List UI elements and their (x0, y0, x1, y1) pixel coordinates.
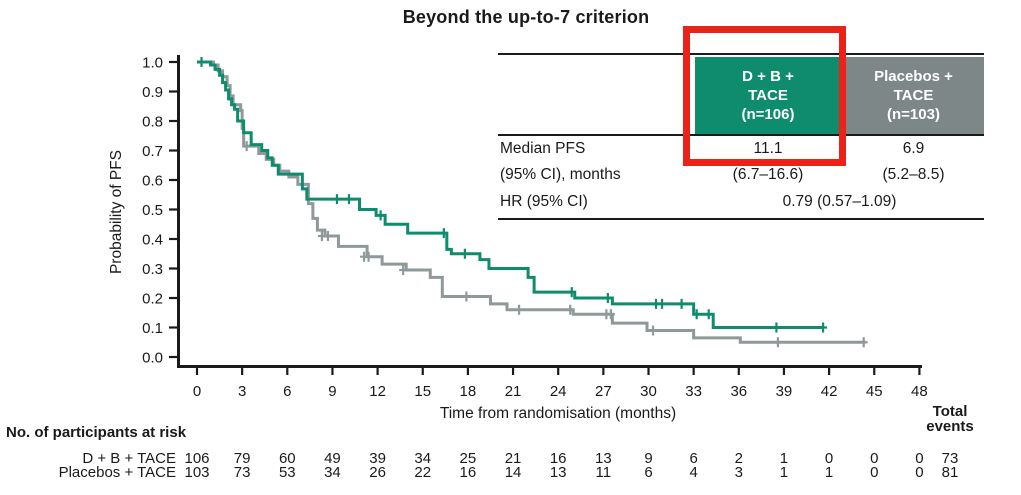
row-label-95ci-months: (95% CI), months (500, 166, 621, 183)
risk-count: 16 (549, 450, 567, 467)
y-tick-label: 1.0 (142, 55, 163, 72)
risk-count: 73 (233, 464, 251, 481)
risk-count: 53 (278, 464, 296, 481)
row-label-hr: HR (95% CI) (500, 193, 588, 210)
ci-treatment: (6.7–16.6) (732, 166, 804, 183)
risk-count: 1 (779, 450, 789, 467)
hr-value: 0.79 (0.57–1.09) (782, 193, 897, 210)
x-tick-label: 6 (283, 383, 291, 400)
red-highlight-box (683, 26, 846, 166)
risk-count: 22 (414, 464, 432, 481)
x-tick-label: 15 (414, 383, 431, 400)
y-tick-label: 0.6 (142, 173, 163, 190)
x-tick-label: 12 (369, 383, 386, 400)
risk-row-label-placebo: Placebos + TACE (58, 464, 176, 481)
x-tick-label: 18 (460, 383, 477, 400)
figure-title: Beyond the up-to-7 criterion (402, 7, 650, 27)
risk-count: 16 (459, 464, 477, 481)
risk-count: 6 (644, 464, 653, 481)
x-tick-label: 39 (776, 383, 793, 400)
risk-count: 1 (779, 464, 789, 481)
risk-count: 106 (184, 450, 210, 467)
censor-marks-d-b-tace (197, 57, 828, 333)
total-events-treatment: 73 (941, 450, 959, 467)
risk-count: 13 (595, 450, 612, 467)
x-tick-label: 21 (505, 383, 522, 400)
total-events-placebo: 81 (941, 464, 959, 481)
risk-count: 26 (369, 464, 386, 481)
y-tick-label: 0.0 (142, 350, 163, 367)
total-events-header: Total events (926, 403, 974, 435)
column-header-treatment: D + B + TACE (n=106) (695, 57, 841, 134)
risk-count: 79 (233, 450, 251, 467)
y-tick-label: 0.7 (142, 143, 163, 160)
risk-count: 6 (689, 450, 698, 467)
y-tick-label: 0.3 (142, 261, 163, 278)
risk-count: 103 (184, 464, 210, 481)
y-tick-label: 0.5 (142, 202, 163, 219)
x-tick-label: 36 (730, 383, 747, 400)
risk-count: 1 (824, 464, 834, 481)
row-label-median-pfs: Median PFS (500, 140, 586, 157)
risk-count: 60 (278, 450, 296, 467)
x-tick-label: 48 (911, 383, 928, 400)
risk-count: 39 (369, 450, 386, 467)
risk-count: 2 (734, 450, 743, 467)
y-axis-title: Probability of PFS (108, 150, 125, 274)
risk-count: 34 (324, 464, 341, 481)
risk-count: 13 (549, 464, 567, 481)
y-tick-label: 0.2 (142, 291, 163, 308)
risk-count: 25 (459, 450, 477, 467)
x-tick-label: 30 (640, 383, 657, 400)
risk-count: 49 (324, 450, 341, 467)
table-rule-mid (498, 134, 984, 136)
y-tick-label: 0.9 (142, 84, 163, 101)
risk-count: 9 (644, 450, 653, 467)
risk-count: 0 (870, 464, 879, 481)
censor-marks-placebos-tace (242, 141, 868, 348)
x-tick-label: 27 (595, 383, 612, 400)
risk-count: 0 (915, 464, 924, 481)
risk-count: 0 (824, 450, 834, 467)
y-tick-label: 0.8 (142, 114, 163, 131)
risk-count: 21 (504, 450, 522, 467)
risk-count: 34 (414, 450, 432, 467)
km-curve-d-b-tace (197, 60, 824, 329)
x-tick-label: 0 (193, 383, 201, 400)
y-tick-label: 0.4 (142, 232, 163, 249)
median-pfs-treatment: 11.1 (753, 140, 783, 157)
risk-count: 0 (870, 450, 879, 467)
y-tick-label: 0.1 (142, 320, 163, 337)
risk-count: 14 (504, 464, 522, 481)
risk-count: 3 (734, 464, 743, 481)
ci-placebo: (5.2–8.5) (882, 166, 945, 183)
x-tick-label: 9 (328, 383, 336, 400)
risk-row-label-treatment: D + B + TACE (82, 450, 176, 467)
risk-table-heading: No. of participants at risk (6, 424, 187, 441)
x-tick-label: 24 (550, 383, 567, 400)
risk-count: 11 (595, 464, 612, 481)
x-tick-label: 3 (238, 383, 246, 400)
risk-count: 4 (689, 464, 698, 481)
table-rule-top (498, 53, 984, 55)
x-axis-title: Time from randomisation (months) (440, 405, 676, 422)
x-tick-label: 42 (821, 383, 838, 400)
risk-count: 0 (915, 450, 924, 467)
x-tick-label: 33 (685, 383, 702, 400)
median-pfs-placebo: 6.9 (902, 140, 925, 157)
x-tick-label: 45 (866, 383, 883, 400)
column-header-placebo: Placebos + TACE (n=103) (843, 57, 984, 134)
table-rule-bottom (498, 218, 984, 220)
